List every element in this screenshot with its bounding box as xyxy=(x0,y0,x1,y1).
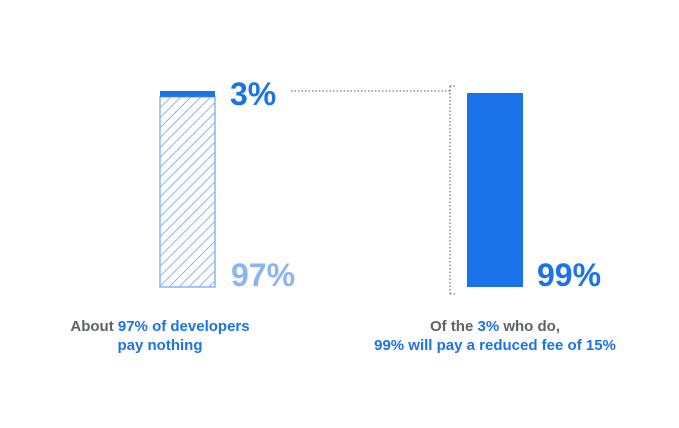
label-97-percent: 97% xyxy=(231,257,295,293)
left-caption-prefix: About xyxy=(70,318,118,335)
left-caption: About 97% of developers pay nothing xyxy=(40,317,280,355)
right-caption: Of the 3% who do, 99% will pay a reduced… xyxy=(340,317,650,355)
bar-97-hatched xyxy=(159,96,216,288)
right-caption-highlight: 3% xyxy=(477,318,500,335)
left-caption-highlight: 97% of developers xyxy=(117,318,250,335)
right-caption-suffix: who do, xyxy=(499,318,560,335)
right-caption-line2: 99% will pay a reduced fee of 15% xyxy=(374,337,616,354)
bar-3-solid xyxy=(160,91,215,97)
label-3-percent: 3% xyxy=(230,76,276,112)
label-99-percent: 99% xyxy=(537,257,601,293)
left-caption-line2: pay nothing xyxy=(117,337,203,354)
right-caption-prefix: Of the xyxy=(429,318,478,335)
bar-99-solid xyxy=(467,92,523,288)
